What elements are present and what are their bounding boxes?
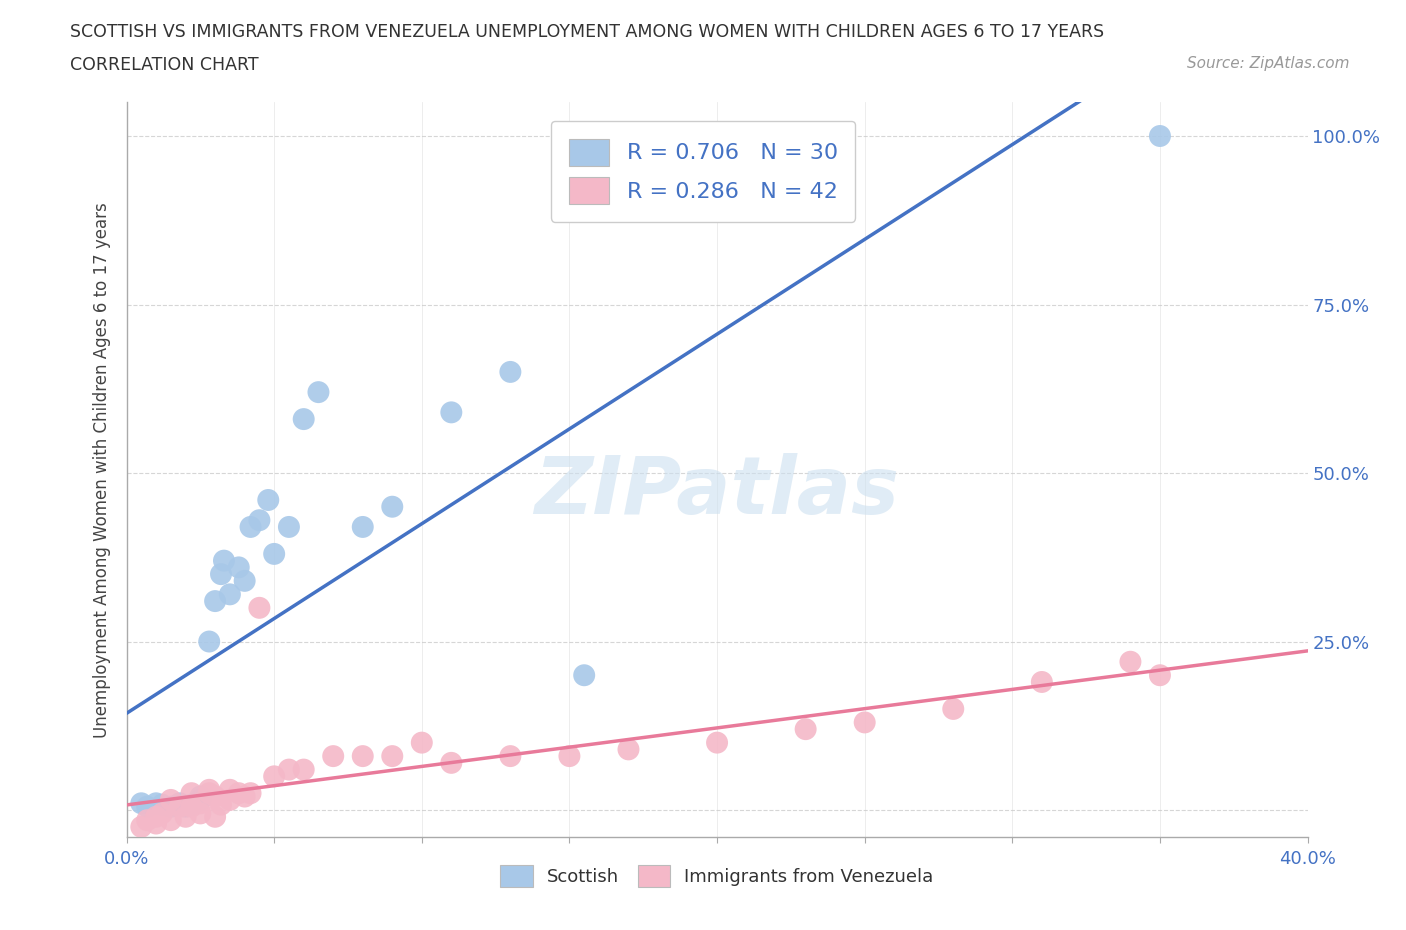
Y-axis label: Unemployment Among Women with Children Ages 6 to 17 years: Unemployment Among Women with Children A… — [93, 202, 111, 737]
Point — [794, 722, 817, 737]
Point — [233, 574, 256, 589]
Point — [145, 817, 167, 831]
Point — [574, 668, 596, 683]
Point — [204, 809, 226, 824]
Point — [263, 547, 285, 562]
Point — [150, 797, 173, 812]
Point — [381, 749, 404, 764]
Point — [204, 790, 226, 804]
Point — [160, 813, 183, 828]
Point — [239, 786, 262, 801]
Point — [308, 385, 330, 400]
Point — [180, 786, 202, 801]
Point — [188, 796, 212, 811]
Point — [257, 493, 280, 508]
Point — [1149, 668, 1171, 683]
Point — [145, 796, 167, 811]
Point — [233, 790, 256, 804]
Point — [169, 799, 191, 814]
Point — [212, 553, 235, 568]
Point — [706, 736, 728, 751]
Point — [188, 792, 212, 807]
Point — [558, 749, 581, 764]
Point — [228, 560, 250, 575]
Point — [411, 736, 433, 751]
Point — [352, 749, 374, 764]
Point — [292, 412, 315, 427]
Point — [292, 763, 315, 777]
Point — [219, 782, 242, 797]
Point — [1149, 128, 1171, 143]
Point — [204, 593, 226, 608]
Point — [169, 796, 191, 811]
Point — [249, 601, 271, 616]
Point — [219, 792, 242, 807]
Point — [228, 786, 250, 801]
Point — [160, 799, 183, 814]
Point — [278, 520, 301, 535]
Point — [209, 566, 232, 581]
Point — [129, 819, 153, 834]
Point — [198, 786, 221, 801]
Point — [150, 806, 173, 821]
Point — [322, 749, 344, 764]
Point — [136, 799, 159, 814]
Point — [145, 809, 167, 824]
Text: ZIPatlas: ZIPatlas — [534, 453, 900, 531]
Point — [198, 782, 221, 797]
Point — [249, 512, 271, 527]
Text: SCOTTISH VS IMMIGRANTS FROM VENEZUELA UNEMPLOYMENT AMONG WOMEN WITH CHILDREN AGE: SCOTTISH VS IMMIGRANTS FROM VENEZUELA UN… — [70, 23, 1105, 41]
Point — [278, 763, 301, 777]
Point — [617, 742, 640, 757]
Point — [174, 809, 197, 824]
Point — [198, 634, 221, 649]
Point — [440, 755, 463, 770]
Legend: Scottish, Immigrants from Venezuela: Scottish, Immigrants from Venezuela — [494, 857, 941, 894]
Point — [440, 405, 463, 419]
Point — [174, 799, 197, 814]
Point — [352, 520, 374, 535]
Point — [853, 715, 876, 730]
Point — [188, 790, 212, 804]
Point — [129, 796, 153, 811]
Point — [381, 499, 404, 514]
Point — [499, 365, 522, 379]
Point — [136, 813, 159, 828]
Point — [499, 749, 522, 764]
Text: CORRELATION CHART: CORRELATION CHART — [70, 56, 259, 73]
Point — [1119, 655, 1142, 670]
Point — [263, 769, 285, 784]
Point — [180, 797, 202, 812]
Point — [942, 701, 965, 716]
Point — [209, 797, 232, 812]
Point — [160, 792, 183, 807]
Point — [180, 799, 202, 814]
Point — [1031, 674, 1053, 689]
Text: Source: ZipAtlas.com: Source: ZipAtlas.com — [1187, 56, 1350, 71]
Point — [219, 587, 242, 602]
Point — [188, 806, 212, 821]
Point — [239, 520, 262, 535]
